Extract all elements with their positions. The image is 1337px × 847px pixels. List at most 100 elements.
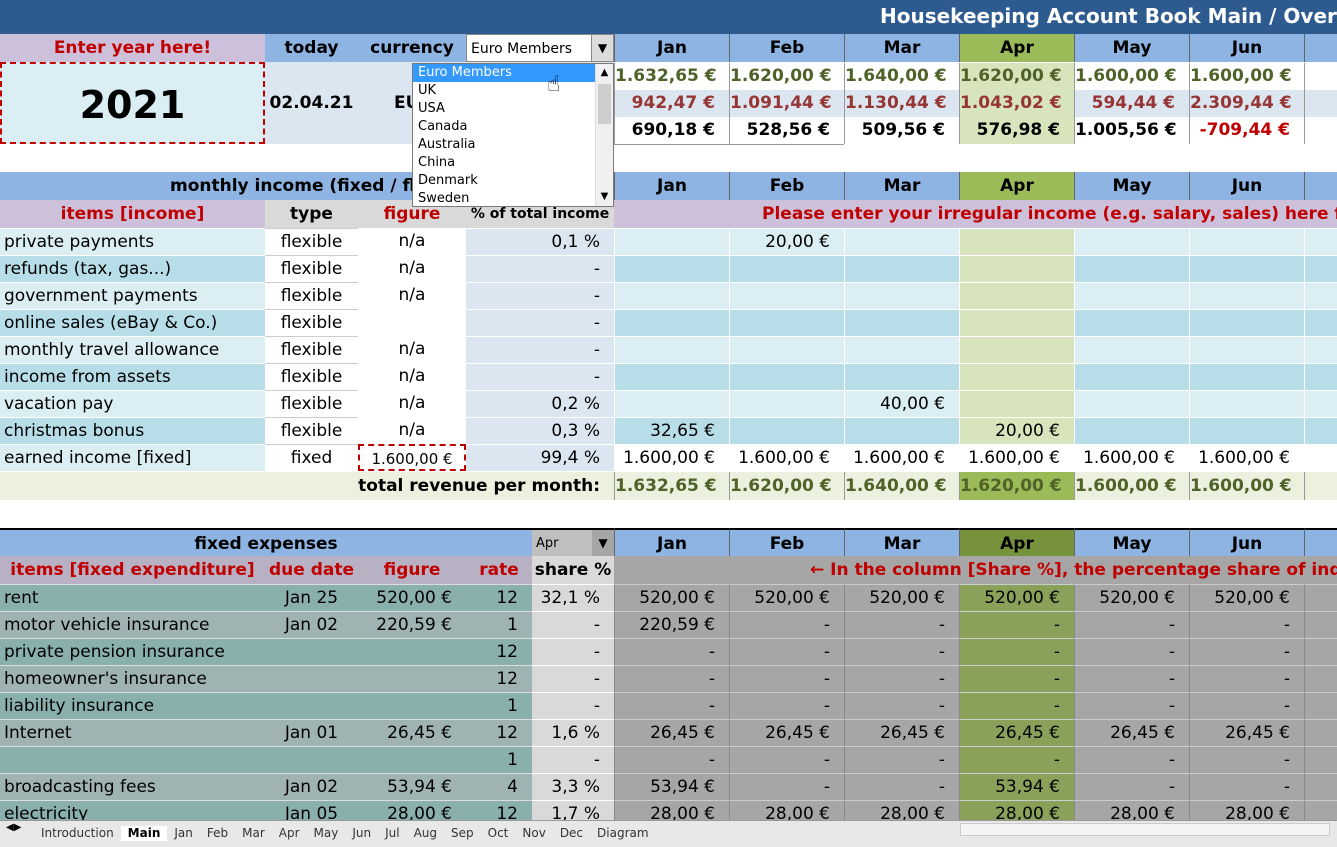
summary-balance-0[interactable]: 690,18 €: [614, 117, 729, 144]
income-m-4-5[interactable]: [1189, 336, 1304, 363]
income-item-7[interactable]: christmas bonus: [0, 417, 265, 444]
fixed-month-1[interactable]: Feb: [729, 528, 844, 556]
income-item-4[interactable]: monthly travel allowance: [0, 336, 265, 363]
fixed-share-0[interactable]: 32,1 %: [532, 584, 614, 611]
summary-income-1[interactable]: 1.620,00 €: [729, 63, 844, 90]
fixed-m-2-5[interactable]: -: [1189, 638, 1304, 665]
fixed-figure-6[interactable]: [358, 746, 466, 773]
income-m-1-4[interactable]: [1074, 255, 1189, 282]
fixed-figure-7[interactable]: 53,94 €: [358, 773, 466, 800]
income-m-8-0[interactable]: 1.600,00 €: [614, 444, 729, 471]
fixed-due-3[interactable]: [265, 665, 358, 692]
currency-option[interactable]: Euro Members: [413, 64, 595, 82]
total-revenue-0[interactable]: 1.632,65 €: [614, 472, 729, 500]
income-m-0-6[interactable]: [1304, 228, 1337, 255]
fixed-m-8-4[interactable]: 28,00 €: [1074, 800, 1189, 820]
sheet-tab[interactable]: Diagram: [597, 826, 649, 840]
fixed-m-4-2[interactable]: -: [844, 692, 959, 719]
fixed-m-1-0[interactable]: 220,59 €: [614, 611, 729, 638]
fixed-m-8-3[interactable]: 28,00 €: [959, 800, 1074, 820]
summary-expense-2[interactable]: 1.130,44 €: [844, 90, 959, 117]
total-revenue-label[interactable]: total revenue per month:: [0, 472, 614, 500]
fixed-figure-8[interactable]: 28,00 €: [358, 800, 466, 820]
fixed-m-8-2[interactable]: 28,00 €: [844, 800, 959, 820]
fixed-m-1-6[interactable]: [1304, 611, 1337, 638]
month-header-6[interactable]: J: [1304, 34, 1337, 62]
income-month-6[interactable]: J: [1304, 172, 1337, 200]
income-month-2[interactable]: Mar: [844, 172, 959, 200]
total-revenue-6[interactable]: 1.6: [1304, 472, 1337, 500]
fixed-share-8[interactable]: 1,7 %: [532, 800, 614, 820]
fixed-figure-5[interactable]: 26,45 €: [358, 719, 466, 746]
income-month-4[interactable]: May: [1074, 172, 1189, 200]
summary-expense-3[interactable]: 1.043,02 €: [959, 90, 1074, 117]
fixed-due-5[interactable]: Jan 01: [265, 719, 358, 746]
summary-balance-1[interactable]: 528,56 €: [729, 117, 844, 144]
fixed-m-5-2[interactable]: 26,45 €: [844, 719, 959, 746]
fixed-m-0-2[interactable]: 520,00 €: [844, 584, 959, 611]
income-pct-7[interactable]: 0,3 %: [466, 417, 614, 444]
fixed-rate-1[interactable]: 1: [466, 611, 532, 638]
income-figure-5[interactable]: n/a: [358, 363, 466, 390]
income-m-7-1[interactable]: [729, 417, 844, 444]
fixed-rate-4[interactable]: 1: [466, 692, 532, 719]
income-m-6-3[interactable]: [959, 390, 1074, 417]
income-pct-2[interactable]: -: [466, 282, 614, 309]
income-pct-8[interactable]: 99,4 %: [466, 444, 614, 471]
fixed-share-1[interactable]: -: [532, 611, 614, 638]
income-m-2-0[interactable]: [614, 282, 729, 309]
sheet-tab[interactable]: Introduction: [41, 826, 114, 840]
tab-nav-icon[interactable]: ◀▶: [6, 822, 22, 833]
fixed-m-7-1[interactable]: -: [729, 773, 844, 800]
fixed-item-4[interactable]: liability insurance: [0, 692, 265, 719]
fixed-section-title[interactable]: fixed expenses: [0, 528, 532, 556]
income-m-3-5[interactable]: [1189, 309, 1304, 336]
sheet-tab[interactable]: May: [313, 826, 339, 840]
income-pct-5[interactable]: -: [466, 363, 614, 390]
fixed-share-header[interactable]: share %: [532, 556, 614, 584]
income-type-3[interactable]: flexible: [265, 309, 358, 336]
income-month-3[interactable]: Apr: [959, 172, 1074, 200]
fixed-m-0-4[interactable]: 520,00 €: [1074, 584, 1189, 611]
fixed-item-0[interactable]: rent: [0, 584, 265, 611]
fixed-m-6-6[interactable]: [1304, 746, 1337, 773]
fixed-m-6-0[interactable]: -: [614, 746, 729, 773]
income-figure-6[interactable]: n/a: [358, 390, 466, 417]
fixed-due-0[interactable]: Jan 25: [265, 584, 358, 611]
income-figure-7[interactable]: n/a: [358, 417, 466, 444]
fixed-m-0-0[interactable]: 520,00 €: [614, 584, 729, 611]
income-month-0[interactable]: Jan: [614, 172, 729, 200]
fixed-m-7-5[interactable]: -: [1189, 773, 1304, 800]
income-m-4-6[interactable]: [1304, 336, 1337, 363]
income-type-6[interactable]: flexible: [265, 390, 358, 417]
income-m-7-6[interactable]: [1304, 417, 1337, 444]
fixed-m-6-4[interactable]: -: [1074, 746, 1189, 773]
income-pct-1[interactable]: -: [466, 255, 614, 282]
income-m-5-3[interactable]: [959, 363, 1074, 390]
income-m-3-1[interactable]: [729, 309, 844, 336]
income-m-3-6[interactable]: [1304, 309, 1337, 336]
dropdown-scrollbar[interactable]: ▲ ▼: [595, 64, 613, 206]
fixed-m-8-6[interactable]: [1304, 800, 1337, 820]
income-m-7-0[interactable]: 32,65 €: [614, 417, 729, 444]
fixed-m-2-1[interactable]: -: [729, 638, 844, 665]
sheet-tab[interactable]: Nov: [522, 826, 546, 840]
income-m-2-3[interactable]: [959, 282, 1074, 309]
fixed-m-5-5[interactable]: 26,45 €: [1189, 719, 1304, 746]
fixed-due-header[interactable]: due date: [265, 556, 358, 584]
income-m-1-2[interactable]: [844, 255, 959, 282]
fixed-item-6[interactable]: [0, 746, 265, 773]
summary-balance-2[interactable]: 509,56 €: [844, 117, 959, 144]
income-item-5[interactable]: income from assets: [0, 363, 265, 390]
fixed-m-2-0[interactable]: -: [614, 638, 729, 665]
fixed-figure-0[interactable]: 520,00 €: [358, 584, 466, 611]
fixed-m-8-1[interactable]: 28,00 €: [729, 800, 844, 820]
fixed-figure-header[interactable]: figure: [358, 556, 466, 584]
income-item-0[interactable]: private payments: [0, 228, 265, 255]
income-m-5-6[interactable]: [1304, 363, 1337, 390]
income-m-1-6[interactable]: [1304, 255, 1337, 282]
fixed-figure-3[interactable]: [358, 665, 466, 692]
income-item-8[interactable]: earned income [fixed]: [0, 444, 265, 471]
fixed-share-4[interactable]: -: [532, 692, 614, 719]
fixed-figure-4[interactable]: [358, 692, 466, 719]
